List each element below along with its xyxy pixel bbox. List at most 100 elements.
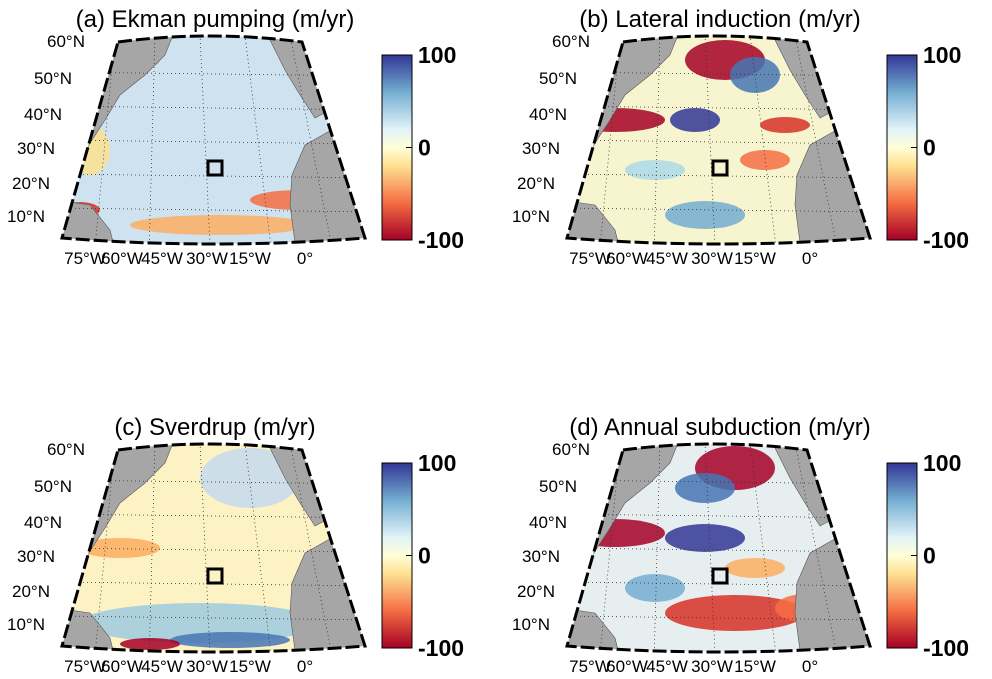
lat-label: 40°N [529, 513, 567, 532]
field-patch [625, 160, 685, 180]
lon-label: 75°W [569, 657, 611, 676]
lon-label: 30°W [186, 249, 228, 268]
map-frame [60, 34, 368, 246]
colorbar-tick-label: 100 [923, 42, 961, 68]
graticule [62, 479, 365, 485]
colorbar-tick-label: -100 [923, 635, 969, 661]
lon-label: 60°W [606, 657, 648, 676]
lon-label: 45°W [141, 657, 183, 676]
lat-label: 50°N [34, 477, 72, 496]
graticule [749, 444, 777, 652]
graticule [62, 139, 365, 145]
region-box [206, 159, 224, 177]
colorbar-tick-label: 100 [418, 450, 456, 476]
field-patch [80, 538, 160, 558]
graticule [567, 71, 870, 77]
field-patch [70, 125, 110, 175]
colorbar-tick-label: 100 [418, 42, 456, 68]
colorbar-tick-label: 100 [923, 450, 961, 476]
lon-label: 60°W [101, 249, 143, 268]
field-patch [670, 108, 720, 132]
lat-label: 60°N [552, 32, 590, 51]
lat-label: 10°N [7, 207, 45, 226]
graticule [749, 36, 777, 244]
panel: (a) Ekman pumping (m/yr)60°N 50°N 40°N 30°N… [7, 6, 464, 268]
panel: (b) Lateral induction (m/yr)60°N 50°N 40°N… [512, 6, 969, 268]
lon-label: 45°W [646, 657, 688, 676]
field-patch [665, 595, 805, 631]
panel-title: (a) Ekman pumping (m/yr) [76, 6, 355, 33]
lat-label: 40°N [24, 105, 62, 124]
graticule [567, 479, 870, 485]
colorbar-tick-label: 0 [923, 135, 936, 161]
map-frame [60, 442, 368, 654]
lon-label: 75°W [64, 249, 106, 268]
region-box [711, 159, 729, 177]
graticule [567, 547, 870, 553]
colorbar-tick-label: 0 [418, 135, 431, 161]
lat-label: 40°N [24, 513, 62, 532]
lon-label: 15°W [734, 657, 776, 676]
graticule [62, 615, 365, 621]
panel-title: (b) Lateral induction (m/yr) [579, 6, 860, 33]
lon-label: 0° [297, 657, 313, 676]
colorbar-tick-label: -100 [923, 227, 969, 253]
map [567, 444, 870, 652]
field-patch [200, 448, 300, 508]
lat-label: 10°N [7, 615, 45, 634]
lon-label: 0° [802, 657, 818, 676]
lat-label: 30°N [17, 139, 55, 158]
lon-label: 60°W [606, 249, 648, 268]
map [567, 36, 870, 244]
field-patch [625, 574, 685, 602]
lat-label: 10°N [512, 207, 550, 226]
graticule [62, 71, 365, 77]
graticule [567, 615, 870, 621]
graticule [62, 207, 365, 213]
region-box [711, 567, 729, 585]
graticule [244, 36, 272, 244]
lat-label: 50°N [539, 69, 577, 88]
lon-label: 30°W [691, 657, 733, 676]
field-patch [567, 519, 665, 547]
lon-label: 15°W [229, 249, 271, 268]
lat-label: 20°N [517, 174, 555, 193]
colorbar-tick-label: 0 [923, 543, 936, 569]
map-frame [565, 442, 873, 654]
lat-label: 60°N [47, 32, 85, 51]
panel-title: (d) Annual subduction (m/yr) [569, 414, 870, 441]
field-patch [740, 150, 790, 170]
graticule [244, 444, 272, 652]
lat-label: 20°N [12, 174, 50, 193]
panel: (c) Sverdrup (m/yr) 60°N 50°N 40°N 30°N 20°N 1… [7, 414, 464, 676]
field-patch [120, 638, 180, 650]
graticule [567, 105, 870, 111]
lon-label: 75°W [64, 657, 106, 676]
lat-label: 30°N [522, 547, 560, 566]
lon-label: 30°W [186, 657, 228, 676]
lat-label: 20°N [517, 582, 555, 601]
lat-label: 40°N [529, 105, 567, 124]
map [62, 444, 365, 652]
lat-label: 50°N [34, 69, 72, 88]
lon-label: 45°W [141, 249, 183, 268]
lat-label: 10°N [512, 615, 550, 634]
lon-label: 30°W [691, 249, 733, 268]
map-frame [565, 34, 873, 246]
lat-label: 60°N [47, 440, 85, 459]
lon-label: 15°W [229, 657, 271, 676]
panel-title: (c) Sverdrup (m/yr) [114, 414, 315, 441]
field-patch [675, 473, 735, 503]
field-patch [665, 524, 745, 552]
lat-label: 60°N [552, 440, 590, 459]
lat-label: 50°N [539, 477, 577, 496]
graticule [62, 547, 365, 553]
region-box [206, 567, 224, 585]
lat-label: 30°N [522, 139, 560, 158]
lon-label: 45°W [646, 249, 688, 268]
lon-label: 60°W [101, 657, 143, 676]
lat-label: 30°N [17, 547, 55, 566]
lon-label: 0° [802, 249, 818, 268]
lon-label: 15°W [734, 249, 776, 268]
lat-label: 20°N [12, 582, 50, 601]
